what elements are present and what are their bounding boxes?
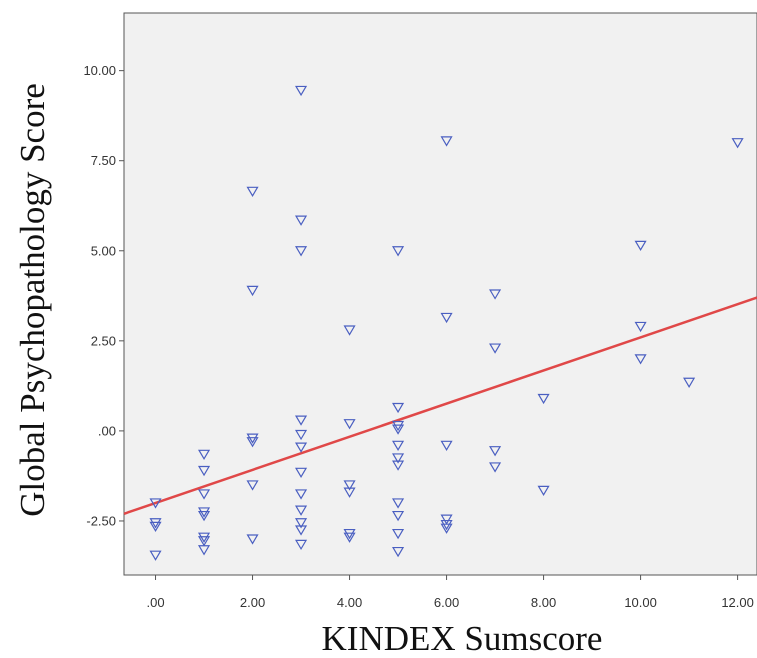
data-point: [440, 523, 453, 534]
data-point: [634, 240, 647, 252]
data-point: [294, 246, 308, 257]
x-tick-label: 4.00: [337, 595, 362, 610]
plot-area: [123, 12, 757, 576]
data-points: [149, 85, 744, 561]
data-point: [149, 518, 162, 529]
data-point: [343, 532, 356, 543]
data-point: [440, 136, 453, 147]
data-point: [537, 393, 550, 405]
y-axis-label: Global Psychopathology Score: [13, 83, 52, 517]
x-tick-label: 12.00: [721, 595, 754, 610]
x-tick-label: 2.00: [240, 595, 265, 610]
data-point: [294, 442, 308, 453]
data-point: [392, 402, 405, 414]
y-tick-label: -2.50: [86, 513, 116, 528]
data-point: [294, 539, 308, 551]
x-axis-ticks: .00 2.00 4.00 6.00 8.00 10.00 12.00: [146, 575, 754, 610]
data-point: [731, 138, 744, 149]
data-point: [440, 440, 453, 451]
data-point: [197, 536, 211, 547]
data-point: [634, 354, 647, 365]
data-point: [392, 546, 405, 558]
data-point: [440, 519, 453, 531]
y-tick-label: 7.50: [91, 153, 116, 168]
data-point: [392, 453, 405, 464]
data-point: [197, 532, 211, 543]
data-point: [294, 215, 308, 226]
data-point: [537, 485, 550, 497]
data-point: [489, 446, 502, 457]
data-point: [392, 498, 405, 509]
data-point: [294, 415, 308, 426]
y-tick-label: 10.00: [83, 63, 116, 78]
data-point: [294, 467, 308, 479]
data-point: [197, 489, 211, 500]
data-point: [343, 528, 356, 540]
data-point: [294, 489, 308, 500]
data-point: [246, 285, 259, 297]
data-point: [246, 433, 259, 444]
data-point: [149, 498, 162, 509]
data-point: [343, 487, 356, 498]
y-tick-label: 2.50: [91, 333, 116, 348]
regression-fit-line: [123, 296, 757, 515]
data-point: [392, 246, 405, 257]
data-point: [197, 510, 211, 522]
x-tick-label: 8.00: [531, 595, 556, 610]
data-point: [294, 525, 308, 536]
data-point: [246, 437, 259, 448]
data-point: [343, 325, 356, 336]
data-point: [392, 460, 405, 471]
data-point: [294, 518, 308, 529]
data-point: [246, 186, 259, 198]
data-point: [294, 505, 308, 516]
data-point: [392, 420, 405, 432]
data-point: [246, 534, 259, 545]
data-point: [440, 514, 453, 525]
data-point: [634, 321, 647, 333]
data-point: [197, 449, 211, 460]
data-point: [392, 440, 405, 451]
x-tick-label: 10.00: [624, 595, 657, 610]
data-point: [294, 429, 308, 441]
data-point: [683, 377, 696, 388]
data-point: [197, 507, 211, 518]
data-point: [197, 545, 211, 556]
data-point: [294, 85, 308, 97]
data-point: [392, 510, 405, 522]
data-point: [149, 521, 162, 533]
data-point: [392, 528, 405, 540]
data-point: [489, 289, 502, 300]
y-tick-label: .00: [98, 423, 116, 438]
data-point: [246, 480, 259, 491]
x-tick-label: 6.00: [434, 595, 459, 610]
data-point: [149, 550, 162, 561]
y-tick-label: 5.00: [91, 243, 116, 258]
x-axis-label: KINDEX Sumscore: [322, 619, 603, 658]
data-point: [343, 419, 356, 430]
data-point: [343, 480, 356, 491]
data-point: [440, 312, 453, 324]
x-tick-label: .00: [146, 595, 164, 610]
data-point: [197, 465, 211, 477]
data-point: [489, 462, 502, 473]
data-point: [392, 424, 405, 435]
y-axis-ticks: -2.50 .00 2.50 5.00 7.50 10.00: [83, 63, 124, 528]
data-point: [489, 343, 502, 354]
